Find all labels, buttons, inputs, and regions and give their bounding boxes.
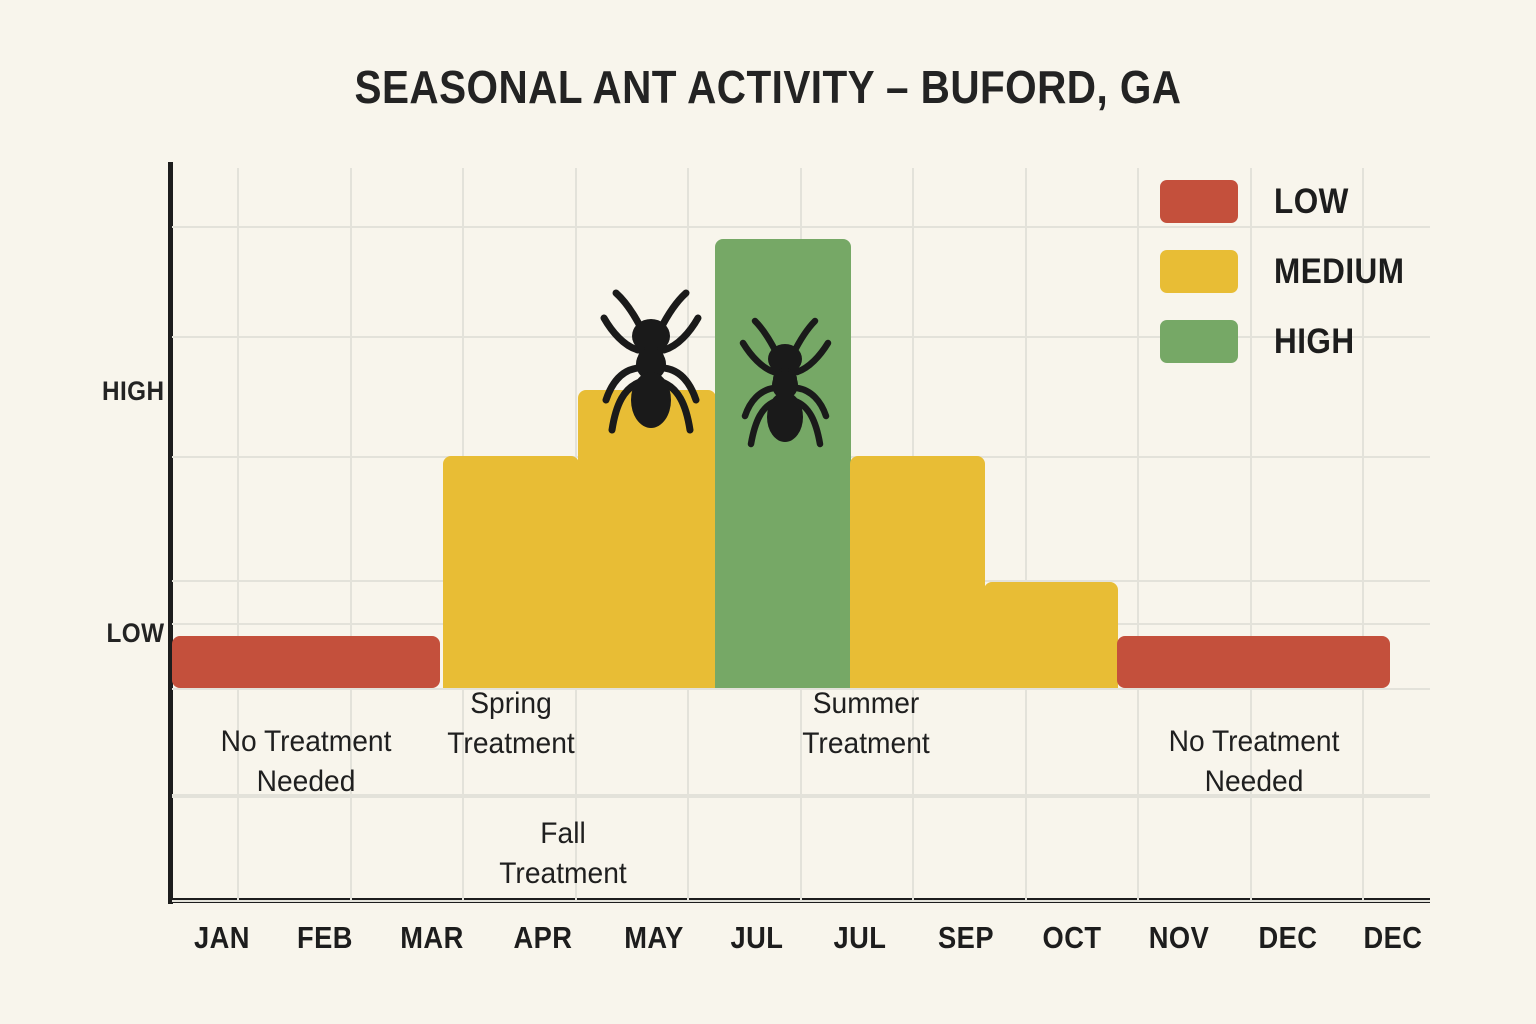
- annotation-fall-treatment: Fall Treatment: [499, 817, 627, 890]
- bar-segment-low-winter[interactable]: [172, 636, 440, 688]
- gridline-vertical: [1025, 168, 1027, 900]
- x-tick-label-dec-1: DEC: [1258, 920, 1318, 955]
- gridline-horizontal: [172, 226, 1430, 228]
- legend-item-low[interactable]: LOW: [1160, 180, 1357, 223]
- annotation-no-treatment-left: No Treatment Needed: [220, 725, 392, 798]
- legend-swatch-low: [1160, 180, 1238, 223]
- legend-label-low: LOW: [1274, 181, 1349, 221]
- x-tick-label-oct: OCT: [1042, 920, 1102, 955]
- x-tick-label-dec-2: DEC: [1363, 920, 1423, 955]
- x-tick-label-jan: JAN: [194, 920, 250, 955]
- bar-segment-medium-late-summer[interactable]: [850, 456, 985, 688]
- legend-swatch-medium: [1160, 250, 1238, 293]
- chart-title: SEASONAL ANT ACTIVITY – BUFORD, GA: [354, 61, 1182, 113]
- x-tick-label-may: MAY: [624, 920, 684, 955]
- legend-label-high: HIGH: [1274, 321, 1355, 361]
- bar-segment-medium-spring-late[interactable]: [578, 390, 716, 688]
- annotation-summer-treatment: Summer Treatment: [802, 687, 930, 760]
- bar-segment-medium-spring-early[interactable]: [443, 456, 579, 688]
- y-tick-label-low: LOW: [105, 618, 164, 648]
- annotation-no-treatment-right: No Treatment Needed: [1168, 725, 1340, 798]
- legend-item-high[interactable]: HIGH: [1160, 320, 1364, 363]
- bar-segment-medium-fall[interactable]: [984, 582, 1118, 688]
- x-tick-label-nov: NOV: [1148, 920, 1210, 955]
- ant-icon: [735, 316, 835, 452]
- y-axis-line: [168, 162, 173, 904]
- x-tick-label-jul-1: JUL: [730, 920, 784, 955]
- x-tick-label-feb: FEB: [297, 920, 353, 955]
- y-tick-label-high: HIGH: [101, 376, 164, 406]
- annotation-spring-treatment: Spring Treatment: [447, 687, 575, 760]
- legend-item-medium[interactable]: MEDIUM: [1160, 250, 1419, 293]
- x-tick-label-apr: APR: [513, 920, 573, 955]
- x-tick-label-jul-2: JUL: [833, 920, 887, 955]
- bar-segment-low-winter-end[interactable]: [1117, 636, 1390, 688]
- legend-label-medium: MEDIUM: [1274, 251, 1405, 291]
- ant-icon: [594, 288, 706, 440]
- legend-swatch-high: [1160, 320, 1238, 363]
- x-tick-label-sep: SEP: [938, 920, 994, 955]
- x-tick-label-mar: MAR: [400, 920, 464, 955]
- bar-segment-high-summer[interactable]: [715, 239, 851, 688]
